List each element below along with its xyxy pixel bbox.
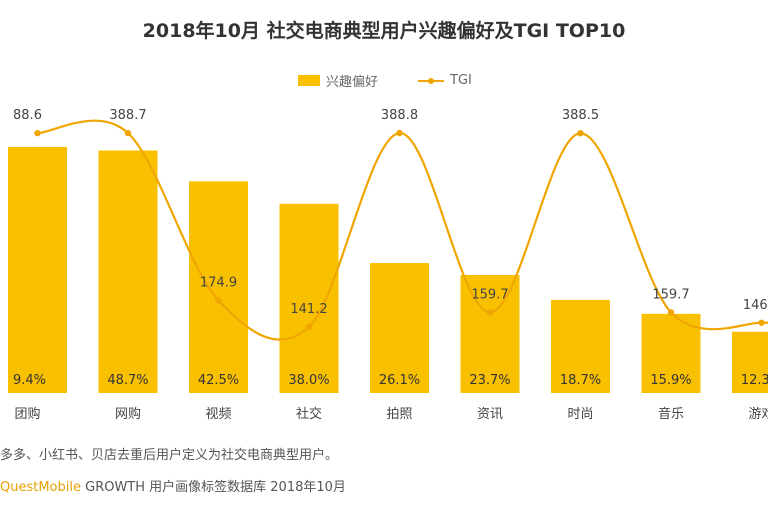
legend: 兴趣偏好 TGI — [298, 70, 472, 90]
chart-plot: 88.6 388.7 174.9 141.2 388.8 159.7 388.5 159.7 1… — [8, 108, 768, 422]
bar-1 — [98, 150, 158, 393]
bar-label-6: 18.7% — [560, 373, 601, 388]
source-brand: QuestMobile — [0, 480, 81, 495]
tgi-point-7 — [667, 309, 675, 316]
chart-title: 2018年10月 社交电商典型用户兴趣偏好及TGI TOP10 — [142, 20, 626, 42]
tgi-point-4 — [396, 129, 403, 137]
bar-label-2: 42.5% — [198, 373, 239, 388]
legend-line-swatch — [418, 75, 445, 86]
tgi-label-7: 159.7 — [652, 287, 689, 302]
category-label-4: 拍照 — [386, 407, 412, 422]
category-label-7: 音乐 — [658, 406, 684, 422]
legend-label-tgi: TGI — [450, 72, 472, 88]
bar-5 — [460, 274, 520, 393]
tgi-point-1 — [124, 129, 132, 137]
tgi-point-0 — [34, 129, 41, 137]
bar-label-0: 9.4% — [13, 373, 46, 388]
tgi-label-0: 88.6 — [13, 108, 42, 123]
category-label-1: 网购 — [115, 406, 141, 422]
footnote: 多多、小红书、贝店去重后用户定义为社交电商典型用户。 — [0, 448, 339, 463]
tgi-label-3: 141.2 — [290, 302, 327, 317]
tgi-label-8: 146.4 — [743, 298, 768, 313]
tgi-point-6 — [577, 130, 584, 137]
bar-label-3: 38.0% — [288, 373, 329, 388]
tgi-point-5 — [486, 309, 494, 316]
category-label-0: 团购 — [14, 406, 40, 422]
tgi-point-2 — [215, 297, 222, 304]
category-label-2: 视频 — [205, 407, 231, 422]
legend-label-interest: 兴趣偏好 — [326, 74, 379, 90]
bar-8 — [732, 331, 768, 393]
source-text: GROWTH 用户画像标签数据库 2018年10月 — [80, 480, 346, 495]
category-label-5: 资讯 — [477, 407, 503, 422]
category-label-3: 社交 — [296, 406, 322, 422]
tgi-label-4: 388.8 — [381, 108, 418, 123]
bar-label-7: 15.9% — [650, 373, 691, 388]
tgi-label-6: 388.5 — [562, 108, 599, 123]
bar-3 — [279, 203, 339, 393]
bar-label-1: 48.7% — [107, 373, 148, 388]
source-note: QuestMobile GROWTH 用户画像标签数据库 2018年10月 — [0, 476, 346, 495]
tgi-label-5: 159.7 — [471, 287, 508, 302]
bar-label-4: 26.1% — [379, 373, 420, 388]
bar-7 — [641, 313, 701, 393]
bar-0 — [8, 147, 67, 393]
bar-2 — [189, 181, 248, 393]
tgi-label-1: 388.7 — [109, 108, 146, 123]
bar-label-8: 12.3% — [741, 373, 768, 388]
tgi-point-8 — [758, 319, 765, 326]
tgi-label-2: 174.9 — [200, 275, 237, 290]
category-label-8: 游戏 — [748, 407, 768, 422]
bar-6 — [551, 299, 610, 393]
bar-4 — [370, 263, 429, 393]
bar-label-5: 23.7% — [469, 373, 510, 388]
legend-bar-swatch — [298, 74, 320, 86]
tgi-point-3 — [305, 323, 313, 331]
category-label-6: 时尚 — [567, 407, 593, 422]
